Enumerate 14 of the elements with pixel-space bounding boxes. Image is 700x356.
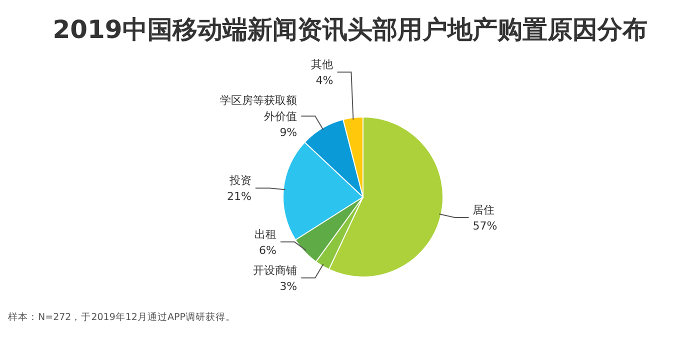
slice-label: 开设商铺: [253, 264, 298, 277]
data-label: 6%: [259, 244, 276, 257]
data-label: 4%: [316, 74, 334, 88]
slice-label: 学区房等获取额外价值: [220, 94, 298, 124]
slice-label: 其他: [311, 58, 334, 72]
text: 样本：N=272，于2019年12月通过APP调研获得。: [8, 311, 236, 323]
data-label: 57%: [472, 220, 498, 233]
data-label: 9%: [280, 126, 298, 140]
chart-title: 2019中国移动端新闻资讯头部用户地产购置原因分布: [52, 15, 648, 44]
slice-label: 投资: [228, 174, 252, 188]
data-label: 3%: [280, 280, 298, 293]
slice-label: 出租: [254, 228, 276, 241]
data-label: 21%: [226, 190, 252, 204]
slice-label: 居住: [472, 204, 495, 217]
